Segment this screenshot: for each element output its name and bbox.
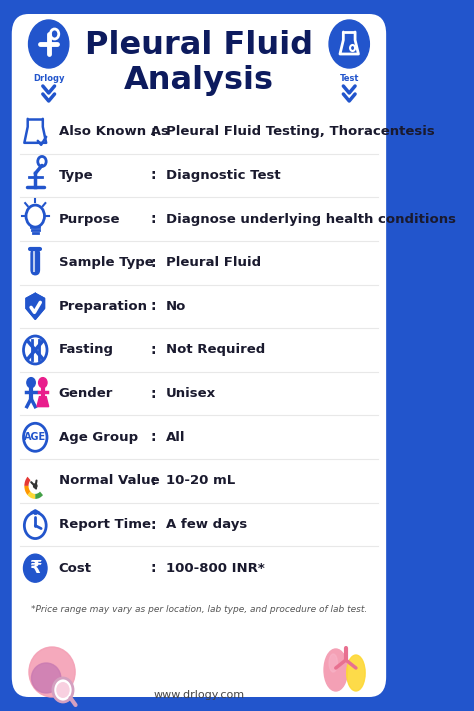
Text: Analysis: Analysis [124,65,274,95]
Text: ₹: ₹ [29,559,42,577]
Circle shape [38,378,47,387]
Text: Diagnostic Test: Diagnostic Test [166,169,281,182]
Text: Drlogy: Drlogy [33,74,64,83]
Text: Fasting: Fasting [59,343,114,356]
Text: Cost: Cost [59,562,92,574]
Text: :: : [151,256,156,269]
Circle shape [34,484,37,488]
Text: :: : [151,299,156,314]
Text: Purpose: Purpose [59,213,120,225]
Text: Pleural Fluid: Pleural Fluid [166,256,261,269]
Text: Diagnose underlying health conditions: Diagnose underlying health conditions [166,213,456,225]
Wedge shape [35,491,43,499]
Text: :: : [151,474,156,488]
Text: :: : [151,125,156,139]
Polygon shape [37,397,49,407]
Text: www.drlogy.com: www.drlogy.com [154,690,245,700]
Text: Gender: Gender [59,387,113,400]
Circle shape [24,554,47,582]
Text: Also Known As: Also Known As [59,125,169,139]
Text: AGE: AGE [24,432,46,442]
Text: :: : [151,561,156,575]
Circle shape [53,678,73,702]
Text: Report Time: Report Time [59,518,151,531]
Text: Type: Type [59,169,93,182]
Text: :: : [151,343,156,357]
Text: All: All [166,431,186,444]
Polygon shape [26,294,45,319]
Wedge shape [24,486,30,495]
Text: Preparation: Preparation [59,300,148,313]
Ellipse shape [29,647,75,697]
Ellipse shape [329,654,337,672]
Text: Sample Type: Sample Type [59,256,154,269]
Text: :: : [151,169,156,183]
Text: Unisex: Unisex [166,387,216,400]
Ellipse shape [346,655,365,691]
Text: A few days: A few days [166,518,247,531]
Text: 10-20 mL: 10-20 mL [166,474,236,488]
Text: Pleural Fluid: Pleural Fluid [85,31,313,61]
Text: Pleural Fluid Testing, Thoracentesis: Pleural Fluid Testing, Thoracentesis [166,125,435,139]
Text: :: : [151,430,156,444]
Text: Age Group: Age Group [59,431,138,444]
Text: :: : [151,212,156,226]
Text: Test: Test [339,74,359,83]
Text: Not Required: Not Required [166,343,265,356]
Wedge shape [24,476,30,486]
Wedge shape [27,491,35,499]
Ellipse shape [31,663,61,693]
Circle shape [27,378,35,387]
FancyBboxPatch shape [12,14,386,697]
Text: 100-800 INR*: 100-800 INR* [166,562,265,574]
Text: :: : [151,518,156,532]
Text: Normal Value: Normal Value [59,474,159,488]
Circle shape [329,20,369,68]
Ellipse shape [324,649,347,691]
Circle shape [56,682,70,698]
Circle shape [28,20,69,68]
Text: No: No [166,300,187,313]
Text: *Price range may vary as per location, lab type, and procedure of lab test.: *Price range may vary as per location, l… [31,605,367,614]
FancyBboxPatch shape [31,249,39,274]
Text: :: : [151,387,156,400]
